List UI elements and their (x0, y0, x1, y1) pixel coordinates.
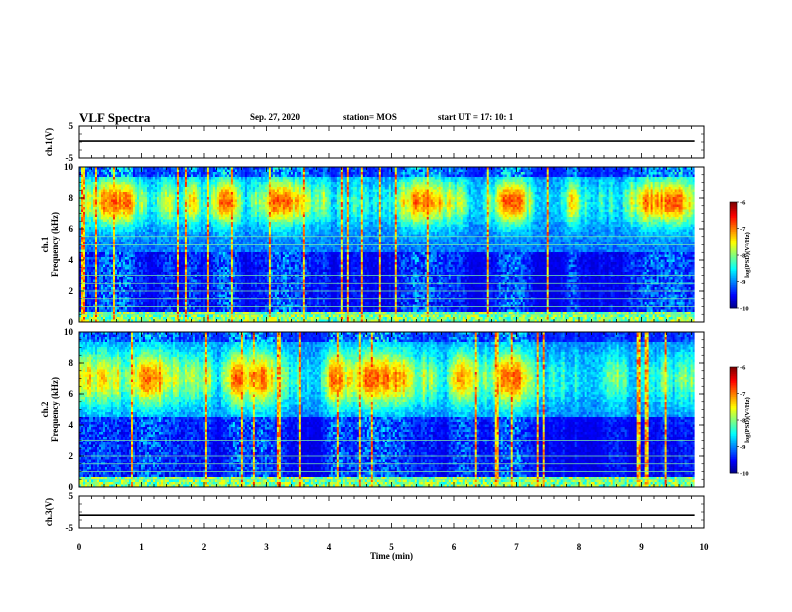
x-tick-label: 6 (452, 542, 457, 552)
plot-svg: 5-5ch.1(V)0246810ch.1 Frequency (kHz)-6-7… (0, 0, 792, 612)
x-axis-label: Time (min) (370, 551, 413, 561)
x-tick-label: 9 (639, 542, 644, 552)
x-tick-label: 4 (327, 542, 332, 552)
y-axis-label: Frequency (kHz) (50, 377, 60, 442)
y-tick-label: 5 (69, 121, 74, 131)
y-tick-label: 2 (69, 451, 74, 461)
y-tick-label: 4 (69, 420, 74, 430)
x-tick-label: 10 (700, 542, 710, 552)
spectrogram-ch1-image (79, 167, 704, 322)
x-tick-label: 0 (77, 542, 82, 552)
colorbar (730, 367, 737, 473)
colorbar-label: log(PSD)(V²/Hz) (744, 232, 751, 278)
y-tick-label: 6 (69, 224, 74, 234)
y-axis-label: ch.1 (40, 236, 50, 252)
x-tick-label: 2 (202, 542, 207, 552)
y-tick-label: 5 (69, 491, 74, 501)
colorbar (730, 202, 737, 308)
y-tick-label: 0 (69, 317, 74, 327)
x-tick-label: 3 (264, 542, 269, 552)
y-tick-label: 6 (69, 389, 74, 399)
y-tick-label: 10 (64, 162, 74, 172)
y-tick-label: 10 (64, 327, 74, 337)
y-tick-label: 2 (69, 286, 74, 296)
colorbar-tick-label: -9 (740, 279, 746, 286)
colorbar-tick-label: -6 (740, 365, 746, 372)
colorbar-tick-label: -9 (740, 444, 746, 451)
colorbar-tick-label: -10 (740, 471, 749, 478)
y-tick-label: 4 (69, 255, 74, 265)
y-axis-label: Frequency (kHz) (50, 212, 60, 277)
x-tick-label: 8 (577, 542, 582, 552)
y-tick-label: 8 (69, 193, 74, 203)
vlf-spectra-figure: VLF Spectra Sep. 27, 2020 station= MOS s… (0, 0, 792, 612)
y-axis-label: ch.1(V) (44, 128, 54, 156)
colorbar-tick-label: -7 (740, 391, 746, 398)
y-tick-label: 8 (69, 358, 74, 368)
colorbar-tick-label: -10 (740, 306, 749, 313)
colorbar-tick-label: -7 (740, 226, 746, 233)
x-tick-label: 1 (139, 542, 144, 552)
x-tick-label: 7 (514, 542, 519, 552)
colorbar-tick-label: -6 (740, 200, 746, 207)
y-axis-label: ch.2 (40, 401, 50, 417)
spectrogram-ch2-image (79, 332, 704, 487)
colorbar-label: log(PSD)(V²/Hz) (744, 397, 751, 443)
y-tick-label: -5 (66, 523, 74, 533)
y-axis-label: ch.3(V) (44, 498, 54, 526)
